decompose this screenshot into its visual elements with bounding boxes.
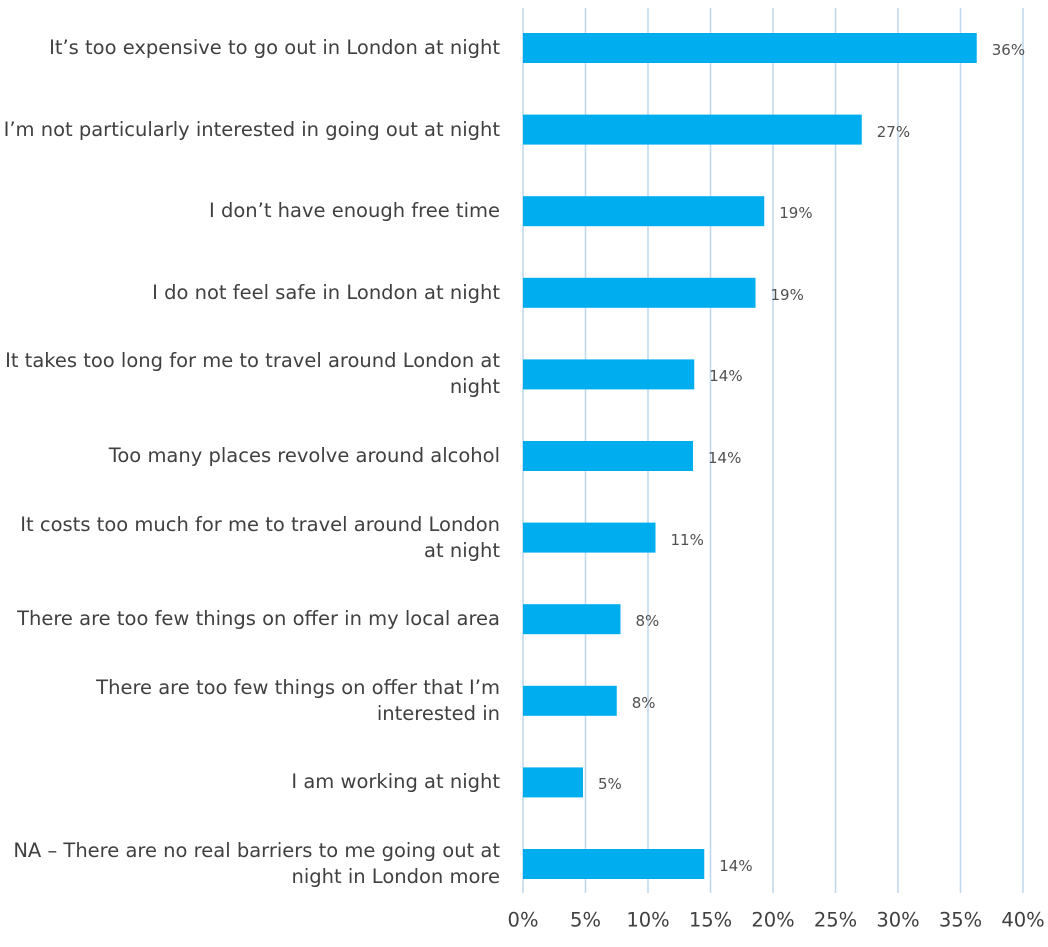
bar xyxy=(523,604,621,635)
category-label: It takes too long for me to travel aroun… xyxy=(5,349,500,399)
bar xyxy=(523,33,977,63)
category-label: Too many places revolve around alcohol xyxy=(108,444,500,467)
x-tick-label: 20% xyxy=(751,908,795,932)
category-label: It’s too expensive to go out in London a… xyxy=(49,36,500,59)
data-label: 14% xyxy=(708,449,742,467)
data-label: 5% xyxy=(598,775,622,794)
category-label: I’m not particularly interested in going… xyxy=(3,117,500,141)
x-tick-label: 30% xyxy=(876,908,920,932)
data-label: 8% xyxy=(635,612,660,631)
bar xyxy=(523,849,705,879)
data-label: 14% xyxy=(709,367,743,386)
bar xyxy=(523,685,617,716)
x-tick-label: 15% xyxy=(688,908,733,932)
category-label: I am working at night xyxy=(291,770,500,794)
data-label: 36% xyxy=(991,41,1026,59)
x-tick-label: 40% xyxy=(1001,908,1045,932)
data-label: 27% xyxy=(876,122,911,141)
x-tick-label: 35% xyxy=(938,908,983,932)
data-label: 8% xyxy=(631,693,656,712)
data-label: 19% xyxy=(779,204,813,223)
x-tick-label: 0% xyxy=(507,908,539,932)
data-label: 11% xyxy=(670,530,704,549)
bar xyxy=(523,196,765,227)
bar xyxy=(523,441,693,471)
category-label: There are too few things on offer that I… xyxy=(96,675,500,725)
data-label: 19% xyxy=(770,285,804,304)
category-label: It costs too much for me to travel aroun… xyxy=(20,512,500,562)
bar xyxy=(523,114,862,145)
category-label: NA – There are no real barriers to me go… xyxy=(13,839,500,888)
data-label: 14% xyxy=(719,857,753,875)
bar xyxy=(523,359,695,390)
category-label: I don’t have enough free time xyxy=(209,199,500,223)
bar xyxy=(523,767,583,798)
category-label: There are too few things on offer in my … xyxy=(17,607,500,631)
x-tick-label: 10% xyxy=(626,908,670,932)
x-tick-label: 5% xyxy=(570,908,601,932)
x-tick-label: 25% xyxy=(813,908,858,932)
bar xyxy=(523,522,656,553)
category-label: I do not feel safe in London at night xyxy=(152,280,500,304)
bar xyxy=(523,277,756,308)
